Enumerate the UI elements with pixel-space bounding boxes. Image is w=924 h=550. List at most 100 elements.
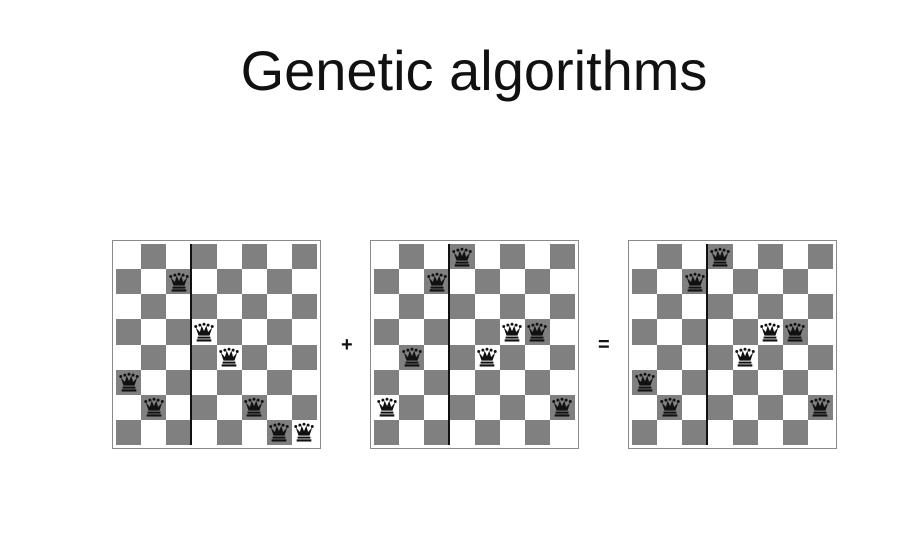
board-square: [424, 419, 450, 445]
board-square: [524, 369, 550, 395]
board-square: [291, 394, 317, 420]
board-square: [216, 319, 242, 345]
board-square: [449, 244, 475, 270]
chess-queen-icon: [710, 247, 730, 267]
chessboard-grid: [632, 244, 833, 445]
board-square: [682, 419, 708, 445]
board-square: [499, 419, 525, 445]
board-square: [241, 344, 267, 370]
board-square: [632, 344, 658, 370]
board-square: [191, 244, 217, 270]
board-square: [116, 369, 142, 395]
board-square: [374, 244, 400, 270]
board-square: [241, 419, 267, 445]
board-square: [399, 294, 425, 320]
board-square: [682, 369, 708, 395]
board-square: [374, 369, 400, 395]
board-square: [757, 369, 783, 395]
board-square: [707, 419, 733, 445]
chess-queen-icon: [294, 423, 315, 442]
board-square: [241, 244, 267, 270]
board-square: [166, 294, 192, 320]
board-square: [682, 344, 708, 370]
board-square: [449, 319, 475, 345]
board-square: [266, 394, 292, 420]
board-square: [807, 344, 833, 370]
board-square: [474, 419, 500, 445]
board-square: [632, 419, 658, 445]
board-square: [116, 244, 142, 270]
board-square: [524, 419, 550, 445]
chess-queen-icon: [244, 398, 264, 417]
board-square: [732, 394, 758, 420]
board-square: [757, 319, 783, 345]
chess-queen-icon: [269, 423, 290, 442]
board-square: [374, 269, 400, 295]
board-square: [524, 344, 550, 370]
board-square: [374, 294, 400, 320]
board-square: [549, 319, 575, 345]
board-square: [474, 294, 500, 320]
board-square: [399, 269, 425, 295]
board-square: [166, 394, 192, 420]
board-square: [116, 419, 142, 445]
board-square: [116, 319, 142, 345]
board-square: [399, 244, 425, 270]
board-square: [549, 294, 575, 320]
board-square: [166, 419, 192, 445]
board-square: [657, 394, 683, 420]
chess-queen-icon: [194, 322, 214, 342]
board-square: [424, 319, 450, 345]
board-square: [549, 344, 575, 370]
chess-queen-icon: [477, 347, 497, 367]
board-square: [141, 269, 167, 295]
board-square: [191, 344, 217, 370]
board-square: [399, 419, 425, 445]
board-square: [757, 394, 783, 420]
board-square: [782, 344, 808, 370]
board-square: [191, 394, 217, 420]
board-square: [166, 244, 192, 270]
board-square: [807, 419, 833, 445]
board-square: [424, 244, 450, 270]
board-square: [141, 344, 167, 370]
board-square: [707, 244, 733, 270]
board-square: [707, 319, 733, 345]
board-square: [141, 419, 167, 445]
board-square: [116, 294, 142, 320]
board-square: [782, 269, 808, 295]
board-square: [399, 394, 425, 420]
board-square: [291, 319, 317, 345]
board-square: [682, 294, 708, 320]
board-square: [241, 269, 267, 295]
board-square: [116, 269, 142, 295]
board-square: [291, 269, 317, 295]
board-square: [116, 394, 142, 420]
board-square: [166, 319, 192, 345]
board-square: [757, 294, 783, 320]
board-square: [657, 419, 683, 445]
board-square: [424, 269, 450, 295]
board-square: [549, 419, 575, 445]
board-square: [291, 419, 317, 445]
board-square: [782, 294, 808, 320]
child-board: [628, 240, 837, 449]
board-square: [782, 244, 808, 270]
board-square: [216, 394, 242, 420]
board-square: [499, 319, 525, 345]
board-square: [757, 344, 783, 370]
board-square: [499, 269, 525, 295]
board-square: [116, 344, 142, 370]
board-square: [632, 294, 658, 320]
plus-operator: +: [341, 334, 353, 356]
board-square: [782, 394, 808, 420]
board-square: [474, 319, 500, 345]
board-square: [524, 269, 550, 295]
board-square: [682, 394, 708, 420]
parent-board-1: [112, 240, 321, 449]
board-square: [291, 369, 317, 395]
board-square: [399, 344, 425, 370]
board-square: [424, 294, 450, 320]
board-square: [141, 394, 167, 420]
board-square: [549, 244, 575, 270]
